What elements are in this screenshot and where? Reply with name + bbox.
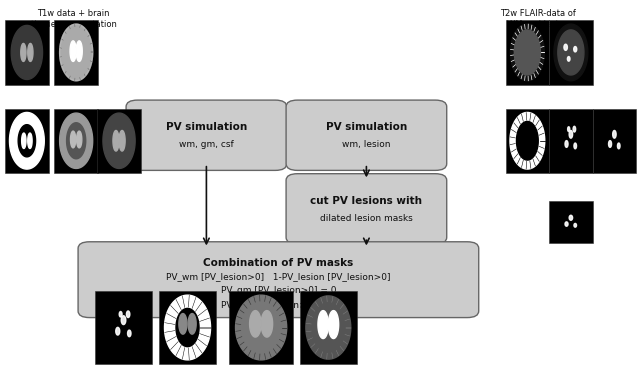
FancyBboxPatch shape xyxy=(126,100,287,170)
FancyBboxPatch shape xyxy=(159,291,216,364)
FancyBboxPatch shape xyxy=(549,20,593,85)
Polygon shape xyxy=(119,312,122,317)
Polygon shape xyxy=(612,131,616,138)
Polygon shape xyxy=(113,131,119,151)
FancyBboxPatch shape xyxy=(286,100,447,170)
Text: wm, gm, csf: wm, gm, csf xyxy=(179,140,234,149)
FancyBboxPatch shape xyxy=(549,201,593,243)
Polygon shape xyxy=(22,133,26,148)
Polygon shape xyxy=(306,296,351,359)
Polygon shape xyxy=(558,30,584,75)
Text: wm, lesion: wm, lesion xyxy=(342,140,390,149)
Polygon shape xyxy=(618,143,620,149)
FancyBboxPatch shape xyxy=(5,20,49,85)
Polygon shape xyxy=(20,43,26,61)
Polygon shape xyxy=(60,24,93,81)
Polygon shape xyxy=(574,223,577,227)
Polygon shape xyxy=(127,311,130,318)
Text: PV_gm [PV_lesion>0] = 0: PV_gm [PV_lesion>0] = 0 xyxy=(221,286,336,295)
Polygon shape xyxy=(176,308,199,347)
Text: PV simulation: PV simulation xyxy=(326,122,407,132)
Polygon shape xyxy=(250,311,261,337)
Polygon shape xyxy=(70,131,76,148)
Polygon shape xyxy=(164,295,211,360)
FancyBboxPatch shape xyxy=(300,291,357,364)
Text: dilated lesion masks: dilated lesion masks xyxy=(320,213,413,223)
Polygon shape xyxy=(28,43,33,61)
Polygon shape xyxy=(569,215,573,220)
Polygon shape xyxy=(119,131,125,151)
Polygon shape xyxy=(60,24,93,81)
FancyBboxPatch shape xyxy=(95,291,152,364)
FancyBboxPatch shape xyxy=(506,20,549,85)
Polygon shape xyxy=(12,25,42,79)
FancyBboxPatch shape xyxy=(78,242,479,318)
Polygon shape xyxy=(236,295,287,360)
FancyBboxPatch shape xyxy=(54,109,98,173)
Polygon shape xyxy=(609,141,612,147)
Polygon shape xyxy=(67,123,86,159)
Polygon shape xyxy=(564,44,568,50)
FancyBboxPatch shape xyxy=(5,109,49,173)
Polygon shape xyxy=(70,41,76,61)
Polygon shape xyxy=(510,113,545,169)
FancyBboxPatch shape xyxy=(286,174,447,244)
Polygon shape xyxy=(127,330,131,337)
FancyBboxPatch shape xyxy=(97,109,141,173)
Polygon shape xyxy=(569,131,573,138)
Text: cut PV lesions with: cut PV lesions with xyxy=(310,196,422,206)
Polygon shape xyxy=(565,222,568,226)
Polygon shape xyxy=(76,41,83,61)
Text: PV_csf [PV_lesion>0] = 0: PV_csf [PV_lesion>0] = 0 xyxy=(221,300,335,309)
Polygon shape xyxy=(188,314,196,334)
Polygon shape xyxy=(574,143,577,149)
Polygon shape xyxy=(516,121,538,160)
Polygon shape xyxy=(28,133,32,148)
Polygon shape xyxy=(318,311,328,339)
Text: T2w FLAIR-data of
WM and lesion: T2w FLAIR-data of WM and lesion xyxy=(500,9,575,29)
Text: T1w data + brain
tissue segmentation: T1w data + brain tissue segmentation xyxy=(31,9,116,29)
Polygon shape xyxy=(328,311,339,339)
Polygon shape xyxy=(116,328,120,335)
FancyBboxPatch shape xyxy=(549,109,593,173)
FancyBboxPatch shape xyxy=(54,20,98,85)
Polygon shape xyxy=(18,125,36,157)
FancyBboxPatch shape xyxy=(229,291,293,364)
Polygon shape xyxy=(568,127,570,132)
Polygon shape xyxy=(77,131,82,148)
Polygon shape xyxy=(568,57,570,61)
Polygon shape xyxy=(179,314,187,334)
Polygon shape xyxy=(60,113,93,169)
Polygon shape xyxy=(10,113,44,169)
Text: Combination of PV masks: Combination of PV masks xyxy=(204,258,353,268)
Text: PV simulation: PV simulation xyxy=(166,122,247,132)
Polygon shape xyxy=(515,30,540,75)
Polygon shape xyxy=(554,24,588,81)
FancyBboxPatch shape xyxy=(593,109,636,173)
Polygon shape xyxy=(261,311,273,337)
Polygon shape xyxy=(511,24,545,81)
Polygon shape xyxy=(573,126,575,132)
Polygon shape xyxy=(573,46,577,52)
Polygon shape xyxy=(565,141,568,147)
Polygon shape xyxy=(121,316,126,325)
Text: PV_wm [PV_lesion>0]   1-PV_lesion [PV_lesion>0]: PV_wm [PV_lesion>0] 1-PV_lesion [PV_lesi… xyxy=(166,272,390,281)
FancyBboxPatch shape xyxy=(506,109,549,173)
Polygon shape xyxy=(103,113,135,169)
